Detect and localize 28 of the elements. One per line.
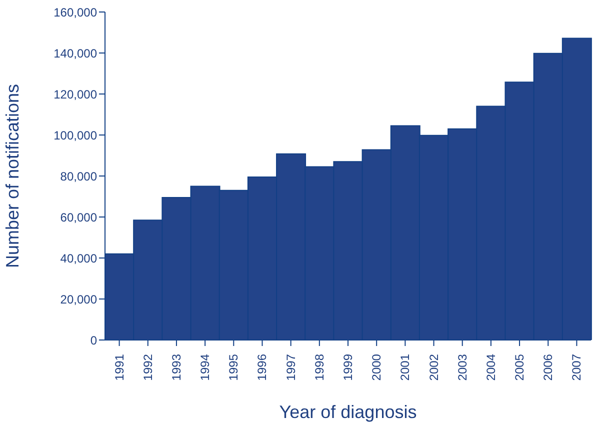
x-tick-label: 1993 bbox=[169, 354, 184, 381]
x-tick-label: 1995 bbox=[226, 354, 241, 381]
x-tick-label: 1996 bbox=[255, 354, 270, 381]
x-tick-label: 1997 bbox=[284, 354, 298, 381]
x-tick-label: 1999 bbox=[341, 354, 355, 381]
x-tick-label: 1992 bbox=[140, 354, 155, 381]
y-tick-label: 20,000 bbox=[60, 292, 98, 306]
x-tick-label: 1994 bbox=[198, 354, 212, 381]
x-tick-label: 2004 bbox=[484, 354, 498, 381]
x-tick-label: 1991 bbox=[112, 354, 126, 381]
x-tick-label: 2000 bbox=[370, 354, 384, 381]
x-tick-label: 1998 bbox=[312, 354, 326, 381]
x-tick-label: 2001 bbox=[398, 354, 412, 381]
y-tick-label: 120,000 bbox=[54, 87, 98, 102]
x-tick-label: 2002 bbox=[426, 354, 441, 381]
y-tick-label: 140,000 bbox=[54, 46, 98, 60]
y-tick-label: 60,000 bbox=[60, 210, 98, 224]
x-tick-label: 2003 bbox=[455, 354, 470, 381]
y-tick-label: 100,000 bbox=[54, 128, 98, 142]
x-tick-label: 2007 bbox=[570, 354, 584, 381]
y-tick-label: 0 bbox=[90, 333, 98, 348]
x-axis-title: Year of diagnosis bbox=[279, 402, 417, 422]
y-tick-label: 80,000 bbox=[60, 169, 98, 184]
y-tick-label: 160,000 bbox=[54, 5, 98, 20]
x-tick-label: 2005 bbox=[512, 354, 527, 381]
y-tick-label: 40,000 bbox=[60, 251, 98, 266]
x-tick-label: 2006 bbox=[541, 354, 556, 381]
y-axis-title: Number of notifications bbox=[2, 84, 22, 268]
